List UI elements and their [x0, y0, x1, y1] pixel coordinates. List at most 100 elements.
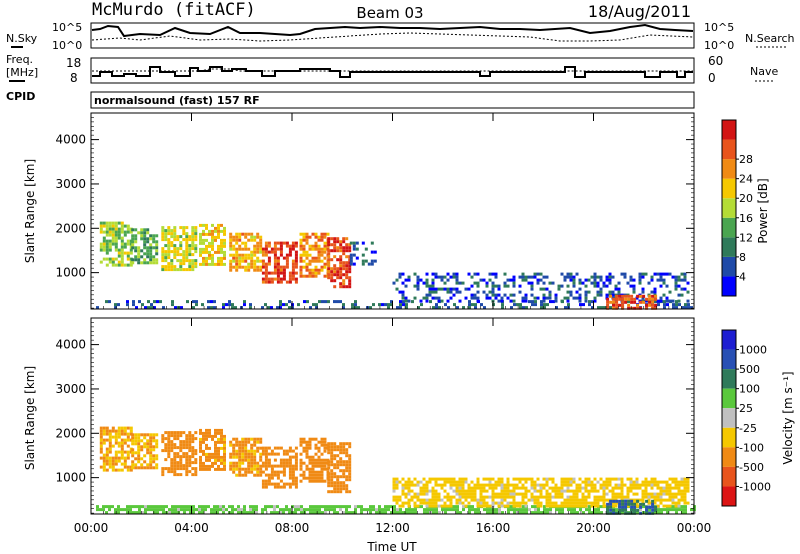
data-cell-10	[572, 275, 576, 279]
data-cell-8	[375, 511, 378, 515]
data-cell-7	[339, 460, 343, 464]
data-cell-9	[557, 492, 561, 496]
data-cell-6	[299, 437, 303, 441]
data-cell-10	[611, 290, 615, 294]
data-cell-8	[330, 508, 333, 512]
data-cell-1	[155, 258, 159, 262]
data-cell-10	[392, 281, 396, 285]
data-cell-4	[250, 232, 254, 236]
data-cell-6	[314, 241, 318, 245]
data-cell-4	[259, 455, 263, 459]
data-cell-9	[533, 495, 537, 499]
data-cell-9	[587, 480, 591, 484]
data-cell-8	[444, 511, 447, 515]
data-cell-10	[401, 290, 405, 294]
data-cell-10	[572, 278, 576, 282]
data-cell-4	[238, 244, 242, 248]
data-cell-6	[314, 461, 318, 465]
station-title: McMurdo (fitACF)	[92, 0, 256, 20]
data-cell-0	[117, 251, 121, 255]
data-cell-1	[143, 454, 147, 458]
data-cell-10	[473, 296, 477, 300]
data-cell-10	[641, 272, 645, 276]
data-cell-7	[330, 270, 334, 274]
data-cell-6	[302, 449, 306, 453]
data-cell-8	[516, 508, 519, 512]
colorbar-frame	[721, 119, 737, 297]
data-cell-7	[339, 264, 343, 268]
data-cell-7	[330, 442, 334, 446]
data-cell-10	[630, 505, 634, 509]
nsky-strip: N.Sky 10^5 10^0 10^5 10^0 N.Search	[6, 21, 795, 52]
data-cell-1	[140, 448, 144, 452]
data-cell-2	[188, 253, 192, 257]
data-cell-9	[599, 495, 603, 499]
data-cell-9	[662, 486, 666, 490]
data-cell-10	[530, 293, 534, 297]
data-cell-2	[173, 467, 177, 471]
data-cell-2	[185, 443, 189, 447]
colorbar-frame	[721, 329, 737, 507]
data-cell-9	[473, 483, 477, 487]
data-cell-0	[117, 435, 121, 439]
data-cell-2	[170, 446, 174, 450]
data-cell-4	[241, 265, 245, 269]
data-cell-8	[384, 511, 387, 515]
data-cell-0	[111, 435, 115, 439]
data-cell-4	[253, 262, 257, 266]
data-cell-9	[390, 300, 393, 304]
data-cell-8	[102, 508, 105, 512]
data-cell-8	[384, 508, 387, 512]
data-cell-2	[182, 238, 186, 242]
data-cell-7	[336, 481, 340, 485]
data-cell-9	[195, 303, 198, 307]
data-cell-8	[162, 508, 165, 512]
data-cell-10	[401, 272, 405, 276]
data-cell-11	[621, 294, 625, 298]
data-cell-9	[503, 498, 507, 502]
data-cell-7	[327, 478, 331, 482]
data-cell-8	[228, 505, 231, 509]
data-cell-8	[222, 511, 225, 515]
data-cell-1	[149, 249, 153, 253]
data-cell-8	[201, 505, 204, 509]
data-cell-0	[108, 447, 112, 451]
data-cell-9	[234, 306, 237, 310]
data-cell-2	[182, 262, 186, 266]
data-cell-3	[223, 467, 226, 471]
data-cell-4	[253, 449, 257, 453]
data-cell-1	[131, 433, 135, 437]
data-cell-4	[253, 268, 257, 272]
data-cell-6	[302, 446, 306, 450]
data-cell-2	[167, 437, 171, 441]
data-cell-7	[330, 273, 334, 277]
data-cell-7	[342, 252, 346, 256]
data-cell-9	[404, 492, 408, 496]
data-cell-9	[473, 495, 477, 499]
data-cell-11	[612, 306, 616, 310]
data-cell-4	[247, 458, 251, 462]
data-cell-1	[149, 436, 153, 440]
data-cell-4	[232, 464, 236, 468]
data-cell-9	[518, 504, 522, 508]
data-cell-9	[419, 498, 423, 502]
data-cell-4	[235, 467, 239, 471]
colorbar-swatch	[722, 120, 736, 140]
data-cell-2	[191, 452, 195, 456]
data-cell-10	[407, 275, 411, 279]
data-cell-9	[578, 504, 582, 508]
data-cell-9	[569, 495, 573, 499]
data-cell-0	[111, 426, 115, 430]
data-cell-9	[581, 495, 585, 499]
data-cell-7	[336, 246, 340, 250]
data-cell-2	[182, 268, 186, 272]
data-cell-8	[349, 253, 353, 257]
data-cell-9	[512, 483, 516, 487]
data-cell-8	[364, 259, 368, 263]
data-cell-2	[167, 470, 171, 474]
data-cell-0	[102, 465, 106, 469]
data-cell-9	[512, 498, 516, 502]
data-cell-9	[500, 504, 504, 508]
data-cell-4	[232, 443, 236, 447]
data-cell-6	[314, 271, 318, 275]
